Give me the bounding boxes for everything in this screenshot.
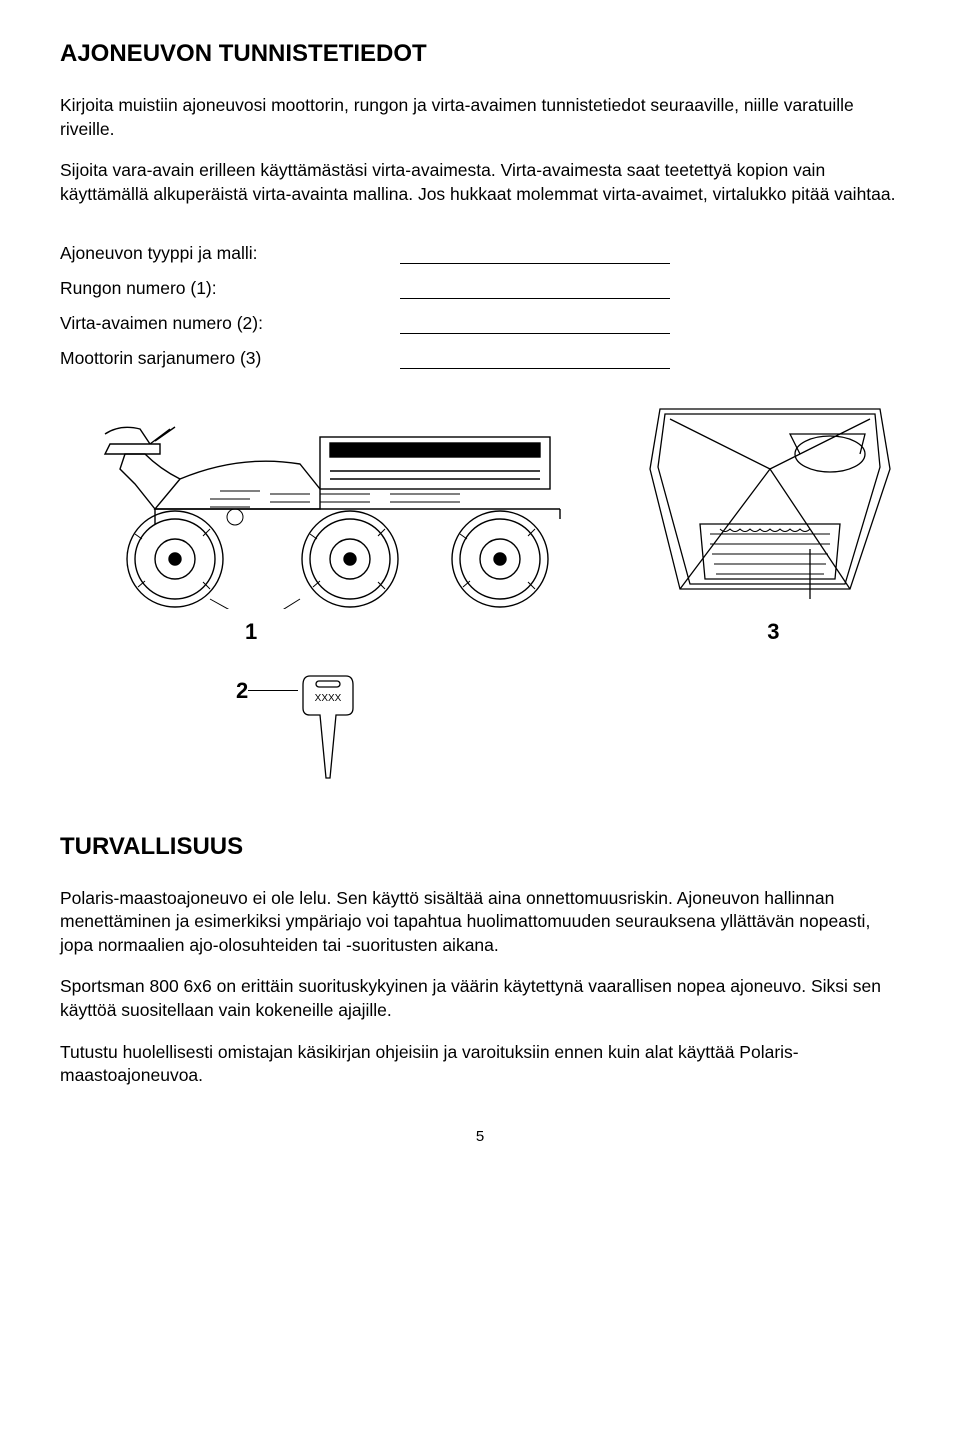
callout-number-1: 1 — [245, 619, 257, 645]
form-blank-line — [400, 298, 670, 299]
identification-form: Ajoneuvon tyyppi ja malli: Rungon numero… — [60, 243, 900, 369]
key-callout-row: 2 XXXX — [60, 673, 900, 783]
form-row-type-model: Ajoneuvon tyyppi ja malli: — [60, 243, 900, 264]
form-row-frame-number: Rungon numero (1): — [60, 278, 900, 299]
intro-paragraph-1: Kirjoita muistiin ajoneuvosi moottorin, … — [60, 94, 900, 141]
form-row-key-number: Virta-avaimen numero (2): — [60, 313, 900, 334]
form-label: Moottorin sarjanumero (3) — [60, 348, 400, 369]
intro-paragraph-2: Sijoita vara-avain erilleen käyttämästäs… — [60, 159, 900, 206]
safety-paragraph-1: Polaris-maastoajoneuvo ei ole lelu. Sen … — [60, 887, 900, 958]
form-label: Rungon numero (1): — [60, 278, 400, 299]
form-row-engine-serial: Moottorin sarjanumero (3) — [60, 348, 900, 369]
illustration-row — [60, 399, 900, 609]
form-blank-line — [400, 368, 670, 369]
form-blank-line — [400, 333, 670, 334]
form-label: Ajoneuvon tyyppi ja malli: — [60, 243, 400, 264]
key-illustration: XXXX — [298, 673, 358, 783]
callout-number-3: 3 — [767, 619, 779, 645]
page-number: 5 — [60, 1128, 900, 1145]
form-blank-line — [400, 263, 670, 264]
safety-paragraph-2: Sportsman 800 6x6 on erittäin suoritusky… — [60, 975, 900, 1022]
form-label: Virta-avaimen numero (2): — [60, 313, 400, 334]
footwell-illustration — [640, 399, 900, 599]
callout-number-2: 2 — [236, 678, 248, 704]
section-title-safety: TURVALLISUUS — [60, 833, 900, 861]
key-label-text: XXXX — [315, 693, 342, 704]
atv-side-view-illustration — [60, 399, 580, 609]
callout-row: 1 3 — [60, 619, 900, 645]
callout-leader-line — [248, 690, 298, 691]
safety-paragraph-3: Tutustu huolellisesti omistajan käsikirj… — [60, 1041, 900, 1088]
section-title-identification: AJONEUVON TUNNISTETIEDOT — [60, 40, 900, 68]
